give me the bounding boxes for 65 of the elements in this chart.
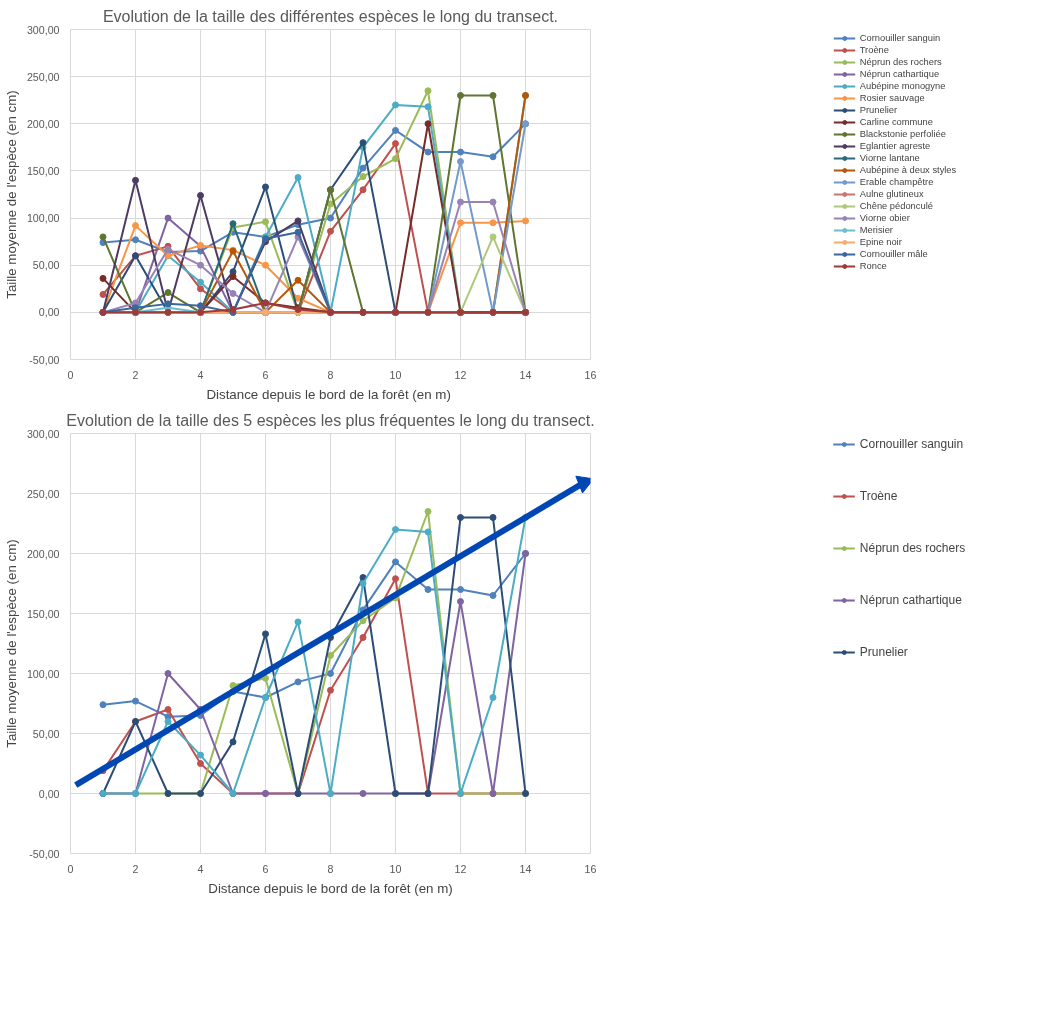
y-tick-label: 0,00: [38, 306, 60, 319]
x-tick-label: 6: [262, 368, 269, 381]
legend-label: Aulne glutineux: [859, 189, 924, 199]
x-tick-label: 12: [454, 862, 467, 875]
legend-label: Prunelier: [859, 645, 908, 659]
x-tick-label: 10: [389, 862, 402, 875]
y-tick-label: 50,00: [32, 259, 60, 272]
legend-label: Chêne pédonculé: [859, 201, 933, 211]
x-tick-label: 4: [197, 368, 204, 381]
legend-label: Néprun cathartique: [859, 593, 962, 607]
y-tick-label: 100,00: [26, 667, 60, 680]
x-tick-label: 6: [262, 862, 269, 875]
x-tick-label: 8: [327, 862, 334, 875]
legend-label: Ronce: [859, 261, 887, 271]
y-tick-label: 0,00: [38, 787, 60, 800]
legend-label: Eglantier agreste: [859, 141, 931, 151]
y-tick-label: 300,00: [26, 427, 60, 440]
x-tick-label: 12: [454, 368, 467, 381]
legend-label: Carline commune: [859, 117, 933, 127]
legend-label: Néprun des rochers: [859, 57, 942, 67]
x-tick-label: 16: [584, 368, 597, 381]
x-axis-title: Distance depuis le bord de la forêt (en m): [208, 880, 453, 896]
legend-label: Erable champêtre: [859, 177, 934, 187]
legend-label: Aubépine à deux styles: [859, 165, 957, 175]
legend-label: Prunelier: [859, 105, 898, 115]
chart-title: Evolution de la taille des 5 espèces les plus fréquentes le long du transect.: [66, 411, 595, 429]
y-tick-label: 200,00: [26, 547, 60, 560]
x-tick-label: 8: [327, 368, 334, 381]
x-tick-label: 0: [67, 862, 74, 875]
x-tick-label: 10: [389, 368, 402, 381]
y-tick-label: 300,00: [26, 23, 60, 36]
legend-label: Néprun des rochers: [859, 541, 966, 555]
x-tick-label: 16: [584, 862, 597, 875]
x-tick-label: 0: [67, 368, 74, 381]
y-tick-label: 250,00: [26, 70, 60, 83]
x-tick-label: 14: [519, 368, 532, 381]
chart-title: Evolution de la taille des différentes espèces le long du transect.: [102, 7, 559, 25]
y-tick-label: 150,00: [26, 607, 60, 620]
x-tick-label: 14: [519, 862, 532, 875]
legend-label: Troène: [859, 45, 889, 55]
x-tick-label: 4: [197, 862, 204, 875]
legend-label: Epine noir: [859, 237, 902, 247]
legend-label: Cornouiller sanguin: [859, 33, 941, 43]
y-tick-label: -50,00: [29, 847, 60, 860]
y-tick-label: -50,00: [29, 353, 60, 366]
y-tick-label: 150,00: [26, 164, 60, 177]
y-tick-label: 100,00: [26, 212, 60, 225]
legend-label: Viorne obier: [859, 213, 910, 223]
legend-label: Cornouiller sanguin: [859, 437, 964, 451]
y-tick-label: 50,00: [32, 727, 60, 740]
y-tick-label: 200,00: [26, 117, 60, 130]
legend-label: Troène: [859, 489, 898, 503]
legend-label: Blackstonie perfoliée: [859, 129, 946, 139]
legend-label: Néprun cathartique: [859, 69, 940, 79]
x-tick-label: 2: [132, 368, 139, 381]
legend-label: Rosier sauvage: [859, 93, 925, 103]
y-tick-label: 250,00: [26, 487, 60, 500]
x-axis-title: Distance depuis le bord de la forêt (en m): [206, 386, 451, 402]
legend-label: Viorne lantane: [859, 153, 920, 163]
y-axis-title: Taille moyenne de l'espèce (en cm): [3, 539, 19, 748]
legend-label: Aubépine monogyne: [859, 81, 946, 91]
x-tick-label: 2: [132, 862, 139, 875]
y-axis-title: Taille moyenne de l'espèce (en cm): [3, 90, 19, 299]
legend-label: Merisier: [859, 225, 893, 235]
legend-label: Cornouiller mâle: [859, 249, 928, 259]
